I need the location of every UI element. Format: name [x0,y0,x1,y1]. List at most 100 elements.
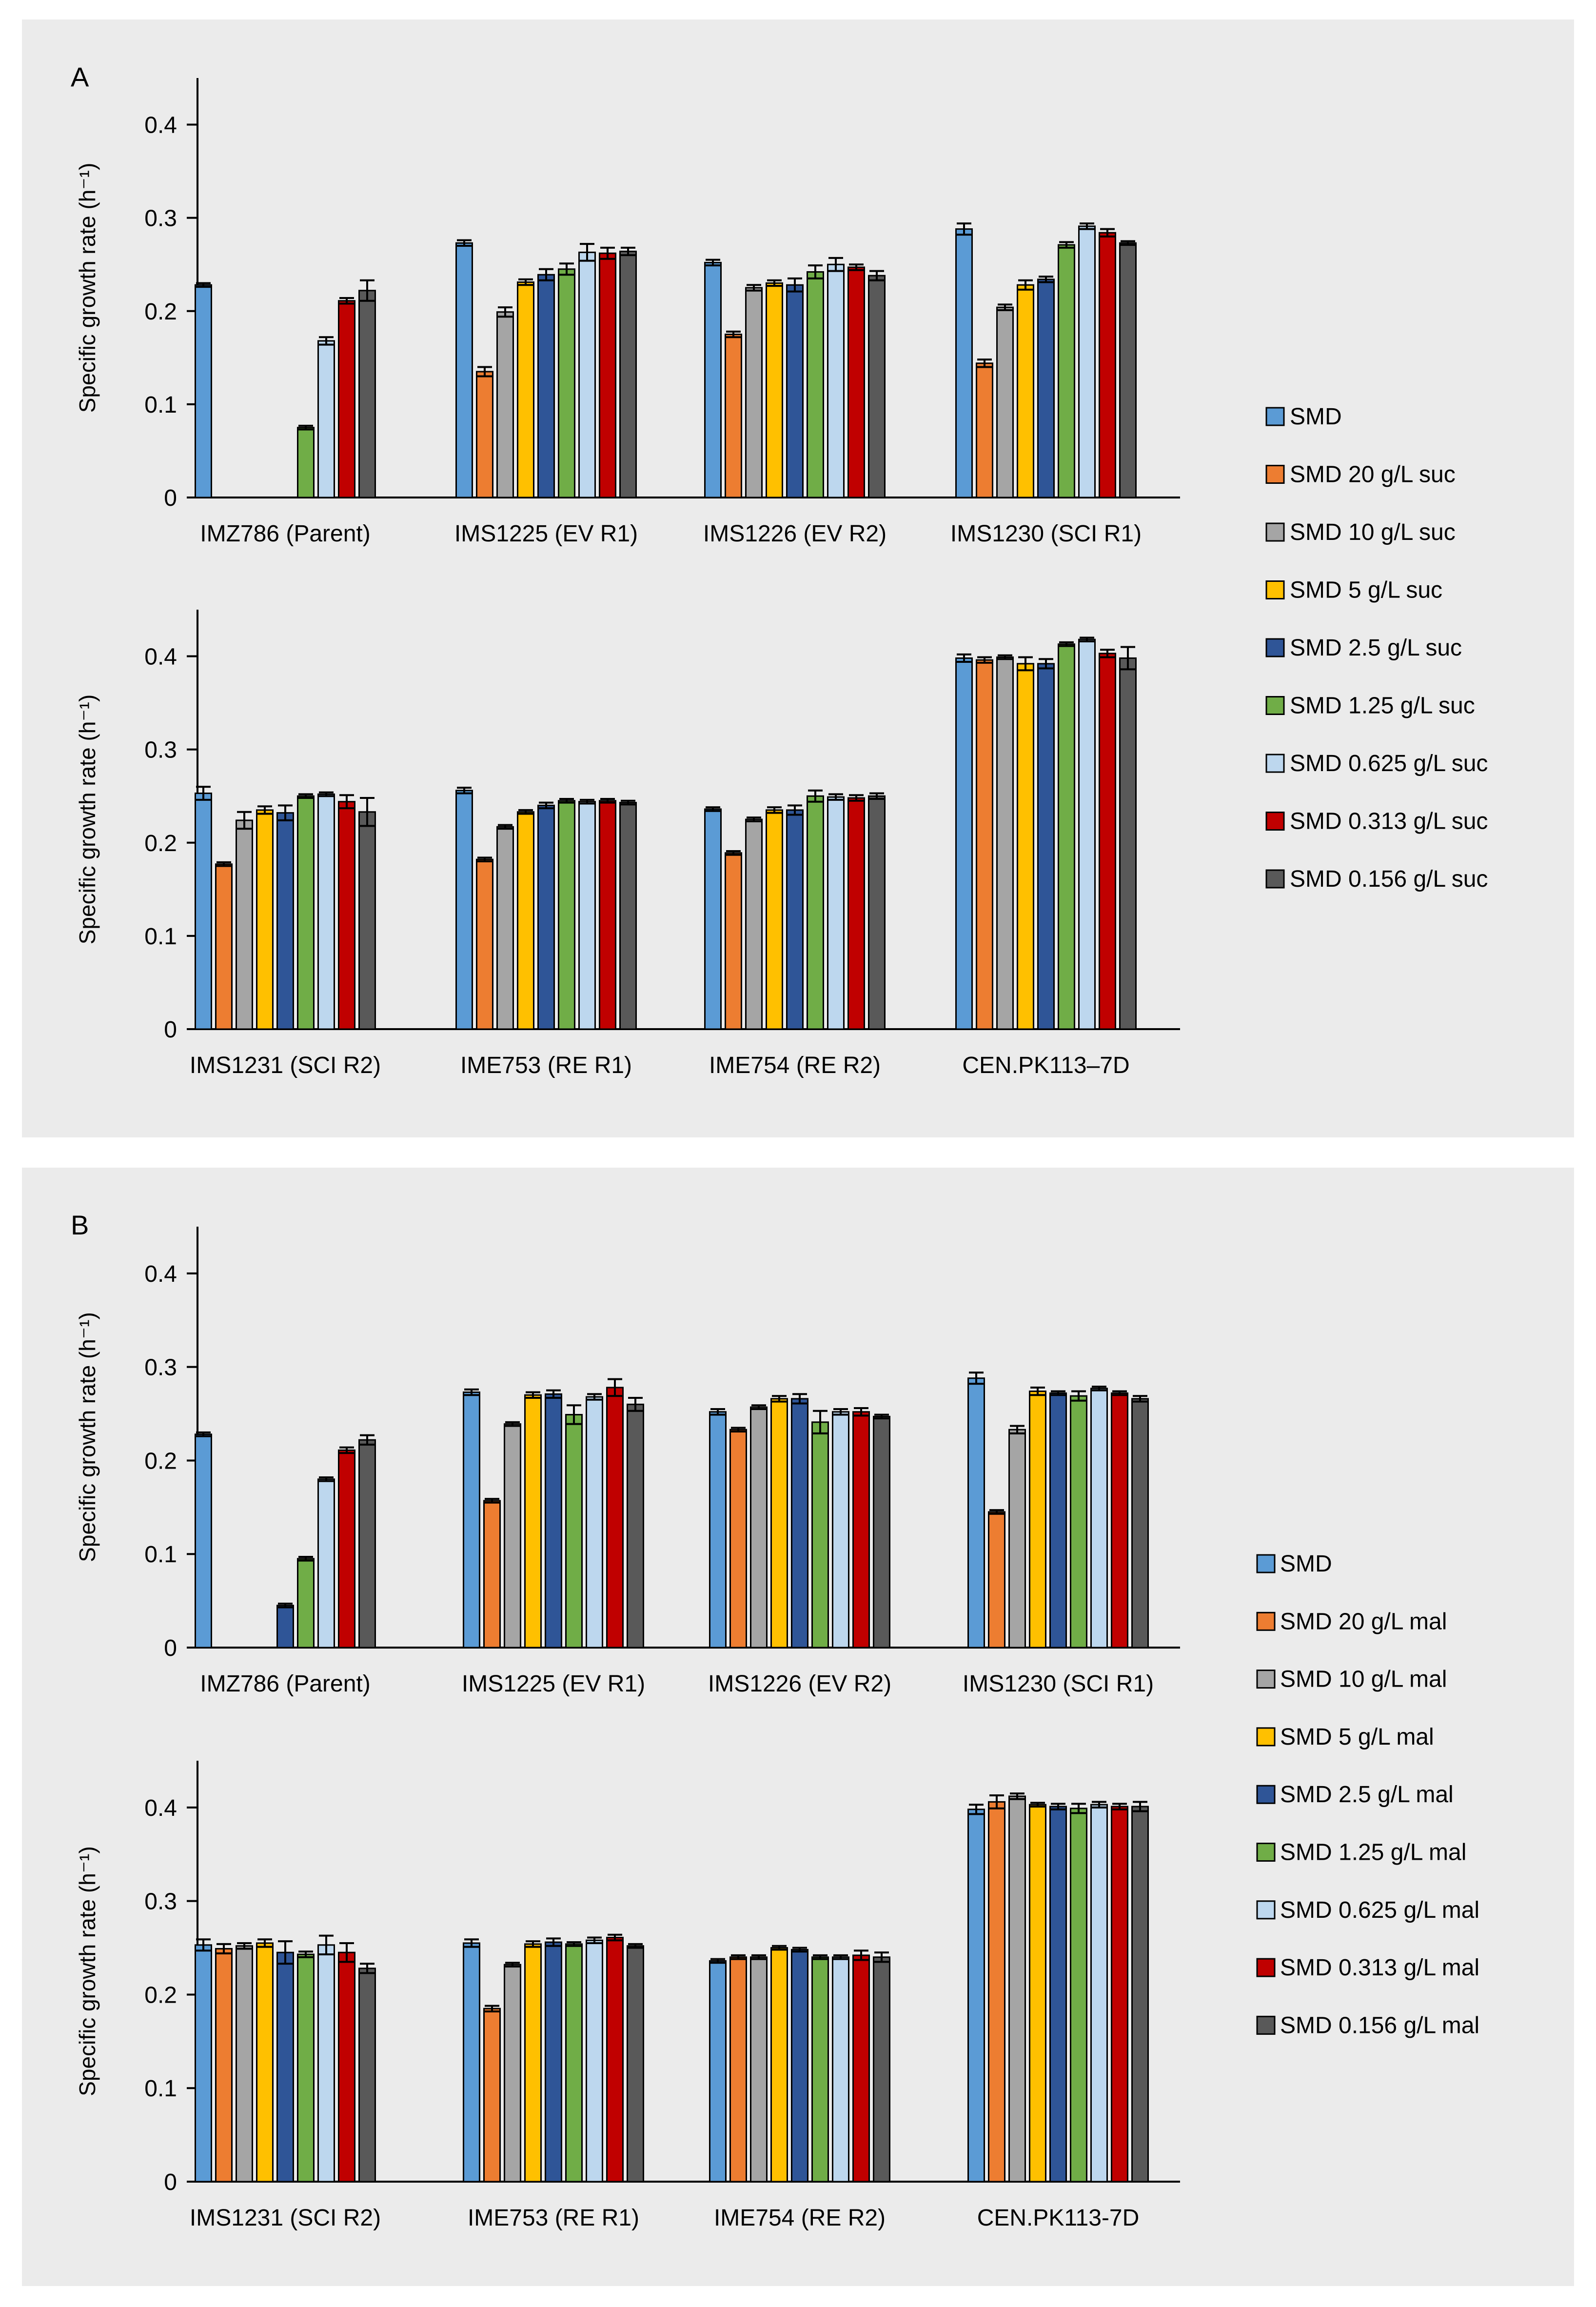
bar [606,1387,624,1649]
bar [852,1954,870,2183]
bar [832,1956,849,2183]
panel-letter: A [71,61,89,92]
y-tick-label: 0.3 [144,1355,177,1381]
bar [847,266,865,498]
bar [729,1956,747,2183]
bar [358,811,376,1030]
legend-item: SMD 10 g/L mal [1256,1667,1447,1692]
bar [565,1413,583,1649]
y-tick-label: 0.2 [144,299,177,325]
bar [1037,663,1055,1030]
y-tick-label: 0.1 [144,1542,177,1568]
bar [1058,244,1075,498]
legend-label: SMD 0.313 g/L suc [1290,809,1488,835]
bar [709,1411,727,1649]
bar [256,809,274,1030]
bar [476,371,493,498]
bar [558,800,575,1030]
legend-label: SMD 2.5 g/L mal [1280,1782,1454,1808]
legend-swatch [1256,1785,1276,1804]
legend-swatch [1265,407,1285,426]
bar [195,1944,212,2183]
bar [786,284,804,498]
bar [832,1411,849,1649]
bar [791,1398,808,1649]
bar [766,282,783,498]
bar [338,801,355,1030]
bar [1119,242,1137,498]
legend-label: SMD [1280,1551,1332,1577]
bar [358,290,376,498]
legend-label: SMD 0.156 g/L suc [1290,866,1488,892]
legend-item: SMD 0.625 g/L mal [1256,1897,1479,1923]
bar [1099,232,1116,498]
legend-item: SMD 2.5 g/L mal [1256,1782,1454,1808]
y-axis-label: Specific growth rate (h⁻¹) [75,1846,100,2096]
bar [955,657,973,1030]
chart-a-top: 0 0.1 0.2 0.3 0.4 Specific growth rate (h⁻¹) I… [75,78,1180,547]
bar [524,1943,542,2183]
x-category-label: CEN.PK113–7D [962,1053,1129,1078]
bar [807,271,824,498]
bar [297,1558,315,1649]
bar [524,1394,542,1649]
y-tick-label: 0.1 [144,924,177,950]
legend-swatch [1256,2015,1276,2035]
y-tick-label: 0 [164,1635,177,1661]
x-category-label: IMS1226 (EV R2) [703,521,887,547]
legend-swatch [1265,465,1285,484]
y-tick-label: 0.3 [144,737,177,763]
bar [1029,1804,1046,2183]
legend-item: SMD 0.156 g/L suc [1265,866,1488,892]
bar [996,656,1014,1030]
bar [195,792,212,1030]
legend-item: SMD 1.25 g/L suc [1265,693,1475,719]
legend-swatch [1256,1900,1276,1920]
bar [967,1809,985,2183]
legend-item: SMD 5 g/L suc [1265,577,1442,603]
x-category-label: IME754 (RE R2) [709,1053,881,1078]
bar [1070,1395,1087,1649]
legend-item: SMD 1.25 g/L mal [1256,1840,1466,1866]
bar [1111,1392,1128,1649]
legend-swatch [1256,1727,1276,1747]
legend-label: SMD 10 g/L suc [1290,519,1456,545]
bar [599,252,616,498]
bar [976,659,993,1030]
bar [558,268,575,498]
panel-letter: B [71,1210,89,1240]
legend-swatch [1265,580,1285,599]
bar [297,427,315,498]
chart-a-bottom: 0 0.1 0.2 0.3 0.4 Specific growth rate (h⁻¹) I… [75,610,1180,1078]
bar [297,795,315,1030]
legend-label: SMD 2.5 g/L suc [1290,635,1462,661]
bar [873,1956,890,2183]
bar [1111,1806,1128,2183]
legend-swatch [1265,638,1285,657]
bar [276,1951,294,2183]
bar [1017,284,1034,498]
legend-swatch [1265,869,1285,889]
legend-label: SMD 0.313 g/L mal [1280,1955,1479,1981]
legend-item: SMD [1265,404,1342,430]
chart-b-bottom: 0 0.1 0.2 0.3 0.4 Specific growth rate (h⁻¹) I… [75,1761,1180,2231]
x-category-label: IMS1231 (SCI R2) [190,1053,381,1078]
legend-label: SMD 10 g/L mal [1280,1667,1447,1692]
bar [586,1939,603,2183]
bar [847,797,865,1030]
bar [1099,653,1116,1030]
bar [496,826,514,1030]
bar [517,811,534,1030]
bar [786,809,804,1030]
x-category-label: IMS1225 (EV R1) [454,521,638,547]
y-tick-label: 0.3 [144,206,177,232]
bar [455,790,473,1030]
bar [750,1406,768,1649]
bar [338,1449,355,1649]
bar [1058,643,1075,1030]
bar [599,800,616,1030]
bar [276,1605,294,1649]
bar [725,852,742,1030]
bar [627,1403,644,1649]
bar [988,1801,1005,2183]
